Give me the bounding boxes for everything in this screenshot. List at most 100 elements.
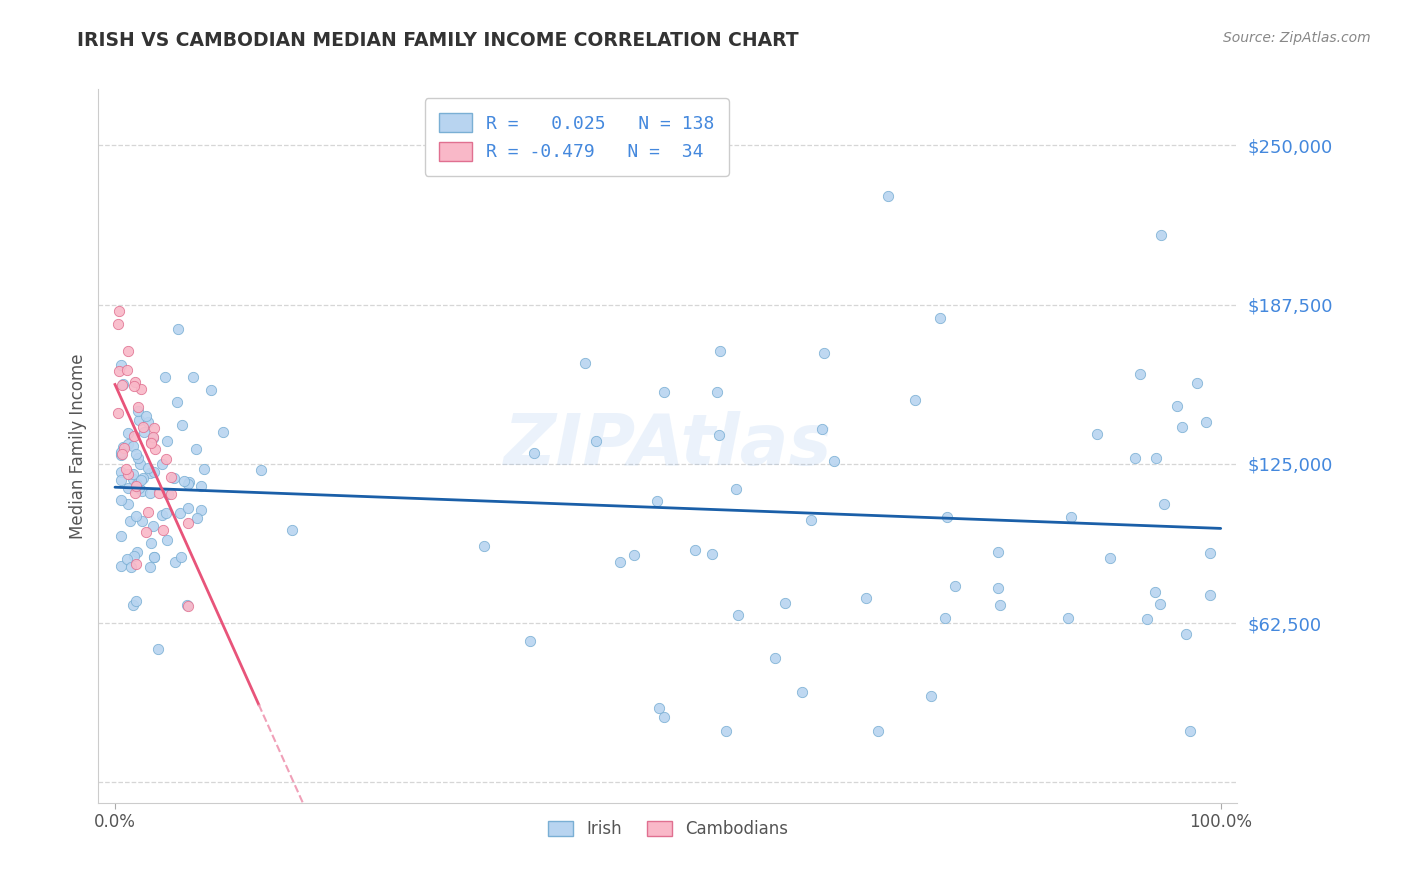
Point xyxy=(138,415,160,429)
Point xyxy=(810,421,832,435)
Point xyxy=(125,447,148,461)
Point xyxy=(183,369,205,384)
Point xyxy=(141,536,163,550)
Point xyxy=(122,599,145,613)
Point xyxy=(700,547,723,561)
Point xyxy=(136,460,159,475)
Point xyxy=(142,431,165,445)
Point xyxy=(127,401,149,415)
Point xyxy=(122,472,145,486)
Point xyxy=(132,420,155,434)
Point xyxy=(148,486,170,500)
Point xyxy=(135,409,157,423)
Point xyxy=(1099,551,1122,566)
Point xyxy=(1144,451,1167,466)
Point xyxy=(929,311,952,326)
Point xyxy=(1149,228,1171,243)
Y-axis label: Median Family Income: Median Family Income xyxy=(69,353,87,539)
Point xyxy=(142,550,165,565)
Point xyxy=(141,434,163,449)
Point xyxy=(156,434,179,449)
Point xyxy=(824,454,846,468)
Point xyxy=(159,487,181,501)
Point xyxy=(943,579,966,593)
Point xyxy=(156,533,179,547)
Point xyxy=(139,436,162,450)
Point xyxy=(127,476,149,491)
Point xyxy=(163,555,186,569)
Point xyxy=(107,317,129,331)
Point xyxy=(172,417,194,432)
Point xyxy=(110,559,132,574)
Point xyxy=(177,475,200,490)
Point xyxy=(1153,497,1175,511)
Point xyxy=(111,440,134,454)
Point xyxy=(1128,368,1150,382)
Point xyxy=(117,426,139,441)
Point xyxy=(155,452,177,467)
Point xyxy=(125,545,148,559)
Point xyxy=(111,378,134,392)
Point xyxy=(574,356,596,370)
Point xyxy=(648,701,671,715)
Point xyxy=(127,451,149,466)
Point xyxy=(987,544,1010,558)
Point xyxy=(186,511,208,525)
Point xyxy=(153,369,176,384)
Point xyxy=(142,550,165,565)
Legend: Irish, Cambodians: Irish, Cambodians xyxy=(541,814,794,845)
Point xyxy=(855,591,877,605)
Point xyxy=(110,448,132,462)
Point xyxy=(585,434,607,448)
Point xyxy=(934,611,956,625)
Point xyxy=(110,466,132,480)
Text: ZIPAtlas: ZIPAtlas xyxy=(503,411,832,481)
Point xyxy=(623,548,645,562)
Point xyxy=(107,406,129,420)
Point xyxy=(122,379,145,393)
Text: Source: ZipAtlas.com: Source: ZipAtlas.com xyxy=(1223,31,1371,45)
Point xyxy=(193,462,215,476)
Point xyxy=(155,506,177,520)
Point xyxy=(177,477,200,491)
Point xyxy=(1195,415,1218,429)
Point xyxy=(706,384,728,399)
Point xyxy=(121,467,143,482)
Point xyxy=(128,481,150,495)
Point xyxy=(654,709,676,723)
Point xyxy=(117,481,139,495)
Point xyxy=(150,508,173,522)
Point xyxy=(129,382,152,396)
Point xyxy=(709,344,731,359)
Point xyxy=(125,593,148,607)
Point xyxy=(138,485,160,500)
Point xyxy=(176,598,198,612)
Point xyxy=(127,404,149,418)
Point xyxy=(250,463,273,477)
Point xyxy=(139,466,162,480)
Point xyxy=(125,557,148,571)
Point xyxy=(920,689,942,703)
Point xyxy=(139,559,162,574)
Point xyxy=(124,429,146,443)
Point xyxy=(166,394,188,409)
Point xyxy=(110,445,132,459)
Point xyxy=(773,596,796,610)
Point xyxy=(519,633,541,648)
Point xyxy=(707,427,730,442)
Point xyxy=(110,446,132,460)
Point xyxy=(110,446,132,460)
Point xyxy=(790,685,813,699)
Point xyxy=(176,501,198,516)
Point xyxy=(125,479,148,493)
Point xyxy=(128,413,150,427)
Point xyxy=(160,469,183,483)
Point xyxy=(714,724,737,739)
Point xyxy=(725,482,748,496)
Point xyxy=(131,514,153,528)
Point xyxy=(143,420,166,434)
Point xyxy=(1149,597,1171,611)
Point xyxy=(131,473,153,487)
Point xyxy=(988,599,1011,613)
Point xyxy=(474,539,496,553)
